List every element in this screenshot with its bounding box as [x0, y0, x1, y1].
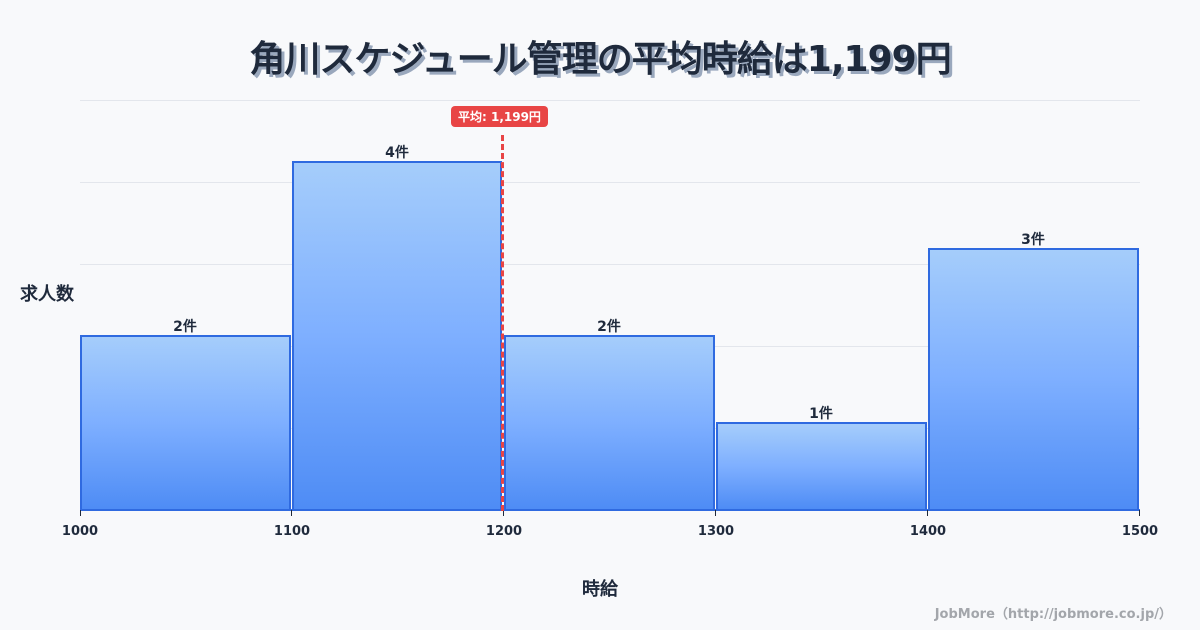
- x-tick-label: 1400: [909, 524, 947, 539]
- x-tick-label: 1200: [485, 524, 523, 539]
- x-tick: [291, 510, 292, 516]
- histogram-bar: [504, 335, 715, 511]
- chart-title: 角川スケジュール管理の平均時給は1,199円: [249, 39, 951, 80]
- bar-value-label: 1件: [809, 406, 833, 422]
- bar-value-label: 2件: [597, 319, 621, 335]
- y-axis-label: 求人数: [20, 284, 74, 305]
- histogram-bar: [80, 335, 291, 511]
- x-tick: [503, 510, 504, 516]
- x-tick: [80, 510, 81, 516]
- x-tick-label: 1000: [61, 524, 99, 539]
- histogram-bar: [928, 248, 1139, 511]
- x-axis-line: [80, 509, 1140, 511]
- gridline: [80, 100, 1140, 101]
- gridline: [80, 264, 1140, 265]
- x-tick-label: 1300: [697, 524, 735, 539]
- bar-value-label: 3件: [1021, 232, 1045, 248]
- x-axis-label: 時給: [582, 579, 618, 600]
- mean-badge: 平均: 1,199円: [451, 106, 548, 127]
- x-tick: [927, 510, 928, 516]
- bar-value-label: 4件: [385, 145, 409, 161]
- bar-value-label: 2件: [173, 319, 197, 335]
- x-tick-label: 1500: [1121, 524, 1159, 539]
- x-tick: [715, 510, 716, 516]
- footer-credit: JobMore（http://jobmore.co.jp/）: [934, 607, 1172, 622]
- x-tick-label: 1100: [273, 524, 311, 539]
- histogram-bar: [292, 161, 502, 511]
- histogram-bar: [716, 422, 927, 511]
- gridline: [80, 182, 1140, 183]
- x-tick: [1139, 510, 1140, 516]
- mean-line: [501, 135, 504, 511]
